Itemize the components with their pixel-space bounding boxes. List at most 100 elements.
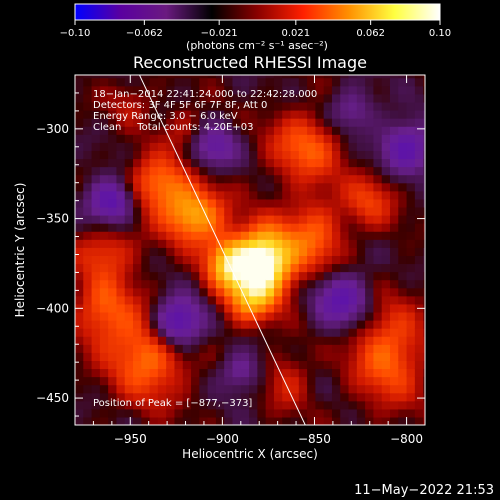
heatmap-cell: [390, 263, 399, 273]
heatmap-cell: [257, 150, 267, 160]
heatmap-cell: [331, 75, 341, 79]
heatmap-cell: [191, 142, 200, 151]
heatmap-cell: [116, 150, 126, 160]
heatmap-cell: [249, 231, 258, 240]
heatmap-cell: [373, 206, 383, 216]
heatmap-cell: [423, 255, 425, 265]
heatmap-cell: [348, 93, 358, 103]
heatmap-cell: [149, 247, 159, 256]
heatmap-cell: [265, 215, 275, 224]
heatmap-cell: [373, 408, 383, 418]
heatmap-cell: [282, 279, 292, 289]
heatmap-cell: [323, 416, 333, 425]
heatmap-cell: [108, 368, 118, 378]
heatmap-cell: [315, 287, 325, 297]
heatmap-cell: [365, 231, 375, 240]
heatmap-cell: [141, 295, 151, 305]
heatmap-cell: [207, 352, 217, 361]
heatmap-cell: [157, 174, 167, 184]
heatmap-cell: [116, 77, 126, 87]
heatmap-cell: [124, 311, 134, 321]
heatmap-cell: [215, 408, 225, 418]
heatmap-cell: [265, 360, 275, 370]
heatmap-cell: [348, 118, 358, 127]
heatmap-cell: [99, 206, 109, 216]
heatmap-cell: [340, 93, 350, 103]
heatmap-cell: [273, 206, 283, 216]
heatmap-cell: [157, 416, 167, 425]
heatmap-cell: [91, 206, 101, 216]
heatmap-cell: [340, 360, 350, 370]
heatmap-cell: [157, 303, 167, 313]
heatmap-cell: [215, 416, 225, 425]
heatmap-cell: [348, 85, 358, 95]
heatmap-cell: [356, 182, 366, 192]
heatmap-cell: [290, 239, 300, 248]
heatmap-cell: [83, 295, 93, 305]
heatmap-cell: [191, 77, 200, 87]
heatmap-cell: [290, 263, 300, 273]
heatmap-cell: [273, 287, 283, 297]
heatmap-cell: [406, 352, 416, 361]
heatmap-cell: [75, 85, 84, 95]
heatmap-cell: [141, 311, 151, 321]
heatmap-cell: [182, 255, 192, 265]
heatmap-cell: [356, 158, 366, 168]
heatmap-cell: [99, 118, 109, 127]
heatmap-cell: [398, 328, 408, 337]
heatmap-cell: [340, 215, 350, 224]
heatmap-cell: [133, 384, 142, 394]
heatmap-cell: [83, 392, 93, 402]
heatmap-cell: [323, 376, 333, 386]
heatmap-cell: [257, 311, 267, 321]
heatmap-cell: [133, 158, 142, 168]
heatmap-cell: [83, 344, 93, 353]
heatmap-cell: [290, 247, 300, 256]
heatmap-cell: [199, 392, 209, 402]
heatmap-cell: [390, 360, 399, 370]
heatmap-cell: [323, 166, 333, 176]
heatmap-cell: [191, 303, 200, 313]
heatmap-cell: [356, 231, 366, 240]
heatmap-cell: [124, 360, 134, 370]
heatmap-cell: [340, 223, 350, 232]
heatmap-cell: [199, 360, 209, 370]
heatmap-cell: [307, 320, 316, 329]
heatmap-cell: [182, 376, 192, 386]
heatmap-cell: [157, 392, 167, 402]
heatmap-cell: [166, 231, 176, 240]
heatmap-cell: [257, 416, 267, 425]
heatmap-cell: [141, 190, 151, 200]
heatmap-cell: [390, 126, 399, 135]
heatmap-cell: [298, 166, 308, 176]
heatmap-cell: [207, 190, 217, 200]
heatmap-cell: [157, 376, 167, 386]
heatmap-cell: [257, 368, 267, 378]
heatmap-cell: [331, 93, 341, 103]
heatmap-cell: [224, 336, 234, 345]
heatmap-cell: [348, 239, 358, 248]
heatmap-cell: [249, 158, 258, 168]
heatmap-cell: [365, 85, 375, 95]
colorbar-tick-label: 0.062: [356, 28, 385, 39]
heatmap-cell: [307, 239, 316, 248]
heatmap-cell: [191, 360, 200, 370]
heatmap-cell: [249, 328, 258, 337]
heatmap-cell: [240, 336, 250, 345]
heatmap-cell: [166, 118, 176, 127]
heatmap-cell: [99, 110, 109, 119]
heatmap-cell: [414, 255, 424, 265]
heatmap-cell: [390, 77, 399, 87]
heatmap-cell: [157, 85, 167, 95]
heatmap-cell: [315, 384, 325, 394]
heatmap-cell: [191, 311, 200, 321]
heatmap-cell: [215, 400, 225, 410]
heatmap-cell: [166, 263, 176, 273]
heatmap-cell: [307, 93, 316, 103]
heatmap-cell: [141, 287, 151, 297]
heatmap-cell: [365, 311, 375, 321]
heatmap-cell: [348, 400, 358, 410]
heatmap-cell: [423, 101, 425, 111]
heatmap-cell: [348, 279, 358, 289]
heatmap-cell: [381, 311, 391, 321]
